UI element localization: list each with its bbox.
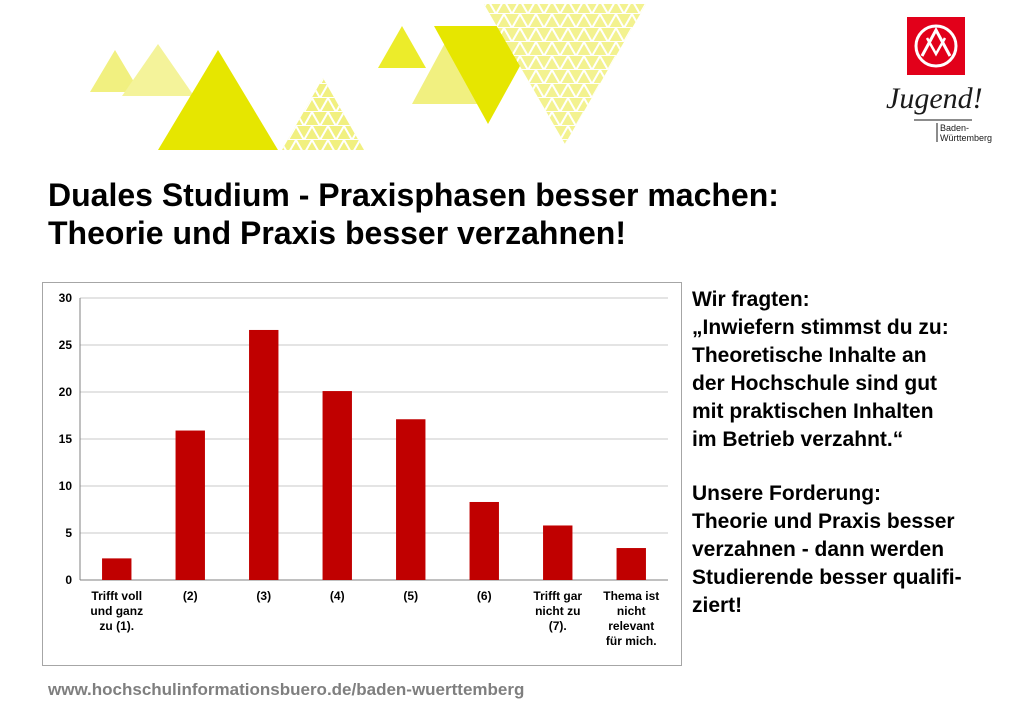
side-text-block: Wir fragten: „Inwiefern stimmst du zu: Th… — [692, 286, 962, 620]
ig-metall-emblem-icon — [907, 17, 965, 75]
question-line: mit praktischen Inhalten — [692, 400, 934, 423]
bar — [102, 558, 132, 580]
bar — [396, 419, 426, 580]
question-line: der Hochschule sind gut — [692, 372, 938, 395]
x-tick-label-line: (4) — [330, 589, 345, 603]
logo-region-line2: Württemberg — [940, 133, 992, 143]
title-line-1: Duales Studium - Praxisphasen besser mac… — [48, 177, 779, 213]
bar — [249, 329, 279, 580]
page-title: Duales Studium - Praxisphasen besser mac… — [48, 176, 779, 252]
y-tick-label: 25 — [59, 338, 73, 352]
x-tick-label-line: Trifft gar — [533, 589, 582, 603]
x-tick-label-line: (3) — [256, 589, 271, 603]
demand-text: Theorie und Praxis besser verzahnen - dan… — [692, 508, 962, 620]
x-tick-label-line: (2) — [183, 589, 198, 603]
demand-line: Studierende besser qualifi- — [692, 566, 962, 589]
question-intro: Wir fragten: — [692, 288, 810, 311]
x-tick-label-line: relevant — [608, 619, 654, 633]
x-tick-label: (2) — [183, 589, 198, 603]
question-line: „Inwiefern stimmst du zu: — [692, 316, 949, 339]
x-tick-label-line: für mich. — [606, 634, 657, 648]
y-tick-label: 5 — [65, 526, 72, 540]
title-line-2: Theorie und Praxis besser verzahnen! — [48, 215, 626, 251]
yellow-triangles-decoration-icon — [90, 4, 646, 150]
x-tick-label: (3) — [256, 589, 271, 603]
logo-wordmark: Jugend! — [886, 82, 983, 115]
y-tick-label: 30 — [59, 291, 73, 305]
logo-region-line1: Baden- — [940, 123, 969, 133]
question-text: „Inwiefern stimmst du zu: Theoretische In… — [692, 314, 962, 454]
chart-frame — [42, 282, 682, 666]
x-tick-label-line: Thema ist — [603, 589, 659, 603]
y-tick-label: 0 — [65, 573, 72, 587]
question-line: Theoretische Inhalte an — [692, 344, 927, 367]
demand-line: verzahnen - dann werden — [692, 538, 945, 561]
x-tick-label: Trifft voll und ganz zu (1). — [90, 589, 143, 633]
x-tick-label-line: (6) — [477, 589, 492, 603]
demand-line: Theorie und Praxis besser — [692, 510, 955, 533]
footer-url: www.hochschulinformationsbuero.de/baden-… — [48, 680, 525, 699]
y-tick-label: 20 — [59, 385, 73, 399]
x-tick-label: Thema ist nicht relevant für mich. — [603, 589, 659, 648]
x-tick-label-line: nicht — [617, 604, 646, 618]
demand-intro: Unsere Forderung: — [692, 482, 882, 505]
x-tick-label-line: und ganz — [90, 604, 143, 618]
x-tick-label: Trifft gar nicht zu (7). — [533, 589, 582, 633]
y-tick-label: 10 — [59, 479, 73, 493]
x-tick-label: (4) — [330, 589, 345, 603]
x-tick-label-line: (5) — [403, 589, 418, 603]
y-tick-label: 15 — [59, 432, 73, 446]
x-tick-label: (6) — [477, 589, 492, 603]
bar — [543, 525, 573, 580]
x-tick-label-line: zu (1). — [99, 619, 134, 633]
question-line: im Betrieb verzahnt.“ — [692, 428, 904, 451]
ig-metall-jugend-logo: Jugend! Baden- Württemberg — [880, 14, 1010, 144]
bar — [469, 501, 499, 580]
x-tick-label-line: nicht zu — [535, 604, 580, 618]
bar — [175, 430, 205, 580]
bar — [616, 548, 646, 580]
x-tick-label-line: (7). — [549, 619, 567, 633]
bar-chart: 0 5 10 15 20 25 30 Trifft voll und ganz zu (1). (… — [42, 282, 682, 666]
bar — [322, 391, 352, 580]
x-tick-label: (5) — [403, 589, 418, 603]
x-tick-label-line: Trifft voll — [91, 589, 142, 603]
demand-line: ziert! — [692, 594, 743, 617]
